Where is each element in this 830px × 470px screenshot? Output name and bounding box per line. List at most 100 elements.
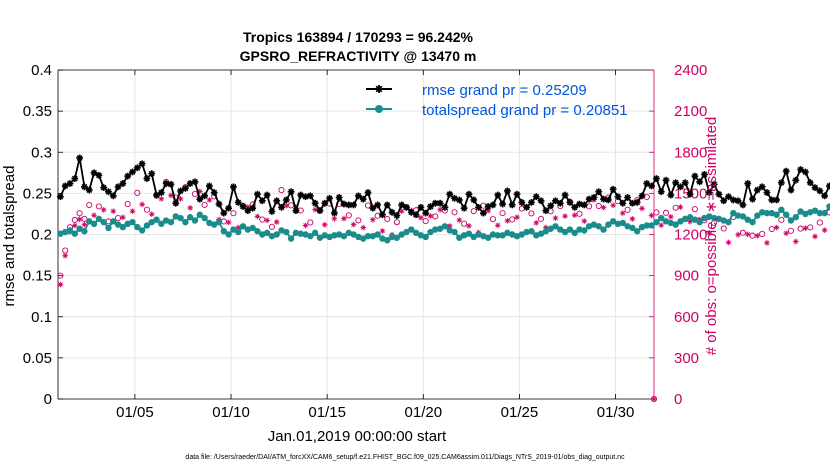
obs-assimilated-marker	[725, 239, 732, 246]
y-right-tick-label: 2400	[674, 62, 707, 79]
totalspread-point	[768, 209, 775, 217]
rmse-point	[758, 183, 766, 191]
totalspread-point	[364, 232, 372, 240]
totalspread-point	[355, 233, 362, 241]
totalspread-point	[475, 231, 482, 238]
totalspread-point	[278, 227, 285, 234]
totalspread-point	[509, 231, 516, 238]
obs-possible-marker	[230, 210, 237, 217]
obs-assimilated-marker	[764, 240, 770, 246]
totalspread-point	[292, 229, 300, 237]
obs-assimilated-marker	[264, 217, 270, 224]
rmse-point	[489, 201, 497, 209]
rmse-point	[672, 179, 680, 187]
totalspread-point	[408, 226, 415, 233]
totalspread-point	[638, 223, 646, 231]
rmse-point	[619, 199, 627, 207]
obs-possible-marker	[393, 219, 400, 226]
totalspread-point	[436, 225, 444, 232]
totalspread-point	[119, 223, 127, 231]
rmse-point	[210, 189, 218, 196]
totalspread-point	[321, 232, 328, 239]
rmse-point	[282, 196, 290, 204]
obs-assimilated-marker	[783, 230, 789, 237]
obs-assimilated-marker	[148, 211, 155, 218]
totalspread-point	[186, 214, 194, 221]
obs-possible-marker	[595, 202, 602, 210]
totalspread-point	[268, 232, 276, 240]
rmse-point	[691, 172, 699, 180]
rmse-point	[258, 197, 266, 205]
totalspread-point	[826, 203, 830, 210]
y-right-tick-label: 2100	[674, 103, 707, 120]
totalspread-point	[374, 231, 381, 238]
totalspread-point	[528, 228, 535, 235]
rmse-point	[100, 184, 108, 192]
obs-assimilated-marker	[687, 218, 693, 225]
rmse-point	[787, 186, 795, 194]
totalspread-point	[297, 230, 304, 237]
rmse-point	[431, 199, 439, 207]
obs-assimilated-marker	[331, 215, 338, 222]
totalspread-point	[658, 214, 665, 222]
obs-assimilated-marker	[360, 224, 367, 231]
totalspread-point	[134, 223, 141, 231]
rmse-point	[330, 209, 338, 217]
obs-assimilated-marker	[494, 222, 501, 229]
totalspread-point	[114, 221, 122, 228]
rmse-point	[422, 209, 430, 217]
rmse-point	[105, 188, 112, 196]
obs-possible-marker	[422, 218, 429, 225]
totalspread-point	[432, 226, 439, 233]
obs-possible-marker	[537, 215, 545, 222]
x-tick-label: 01/20	[405, 404, 443, 421]
rmse-point	[287, 188, 295, 196]
rmse-point	[643, 180, 651, 187]
obs-possible-marker	[259, 216, 266, 223]
totalspread-point	[307, 232, 314, 240]
rmse-point	[662, 176, 670, 184]
rmse-point	[153, 191, 160, 199]
obs-possible-marker	[124, 201, 131, 208]
totalspread-point	[667, 219, 675, 227]
totalspread-point	[417, 232, 425, 239]
totalspread-point	[547, 225, 554, 232]
rmse-point	[81, 183, 88, 191]
obs-possible-marker	[528, 210, 535, 217]
totalspread-point	[494, 232, 501, 239]
rmse-point	[436, 199, 444, 207]
totalspread-point	[259, 231, 266, 238]
totalspread-point	[211, 221, 218, 228]
obs-assimilated-marker	[802, 225, 809, 231]
rmse-point	[667, 191, 675, 199]
obs-possible-marker	[662, 209, 670, 216]
rmse-point	[225, 204, 233, 212]
rmse-point	[57, 193, 64, 201]
totalspread-point	[451, 228, 458, 236]
totalspread-point	[158, 220, 165, 228]
rmse-point	[206, 182, 213, 190]
obs-assimilated-marker	[754, 232, 761, 239]
totalspread-point	[600, 226, 607, 233]
rmse-point	[427, 203, 434, 210]
obs-assimilated-marker	[658, 222, 665, 228]
rmse-point	[263, 191, 271, 199]
rmse-point	[268, 208, 276, 215]
rmse-point	[710, 180, 718, 188]
totalspread-point	[446, 227, 453, 234]
rmse-point	[749, 195, 756, 203]
rmse-point	[532, 193, 540, 201]
obs-assimilated-marker	[379, 228, 386, 234]
obs-possible-marker	[76, 210, 83, 217]
rmse-point	[119, 180, 127, 187]
rmse-point	[494, 191, 502, 199]
obs-assimilated-marker	[225, 219, 232, 226]
y-left-tick-label: 0.35	[23, 103, 52, 120]
obs-assimilated-marker	[158, 196, 165, 202]
obs-assimilated-marker	[312, 206, 318, 213]
totalspread-point	[345, 229, 352, 237]
totalspread-point	[379, 235, 386, 242]
obs-assimilated-marker	[273, 219, 280, 225]
totalspread-point	[287, 235, 295, 242]
rmse-point	[148, 170, 156, 178]
